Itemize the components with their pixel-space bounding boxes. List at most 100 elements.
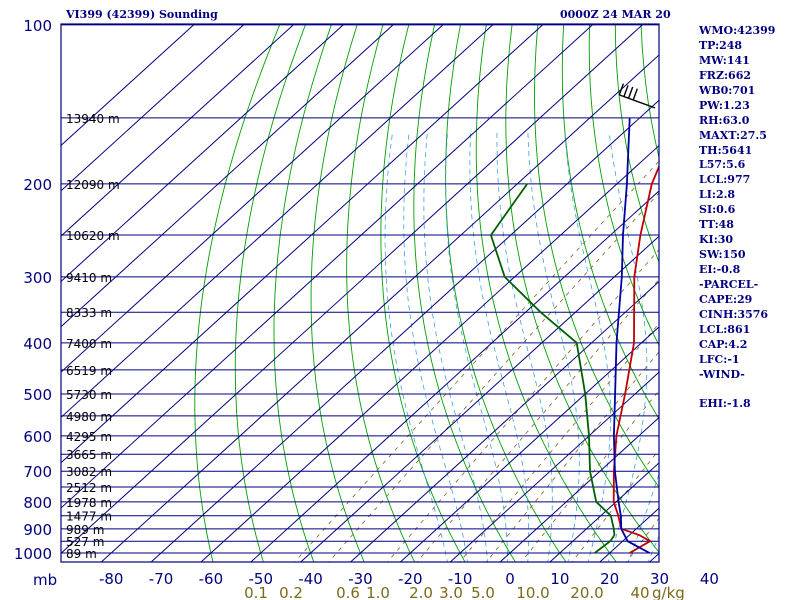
isotherm xyxy=(349,280,659,562)
temperature-tick-label: -60 xyxy=(199,570,224,588)
isotherm xyxy=(61,24,445,373)
wind-barb-flag xyxy=(618,83,625,96)
isotherm xyxy=(100,54,659,562)
mixing-ratio-unit: g/kg xyxy=(652,584,685,600)
height-label: 3665 m xyxy=(66,448,112,462)
temperature-tick-label: -20 xyxy=(398,570,423,588)
pressure-tick-label: 700 xyxy=(23,463,52,481)
index-item: -WIND- xyxy=(699,367,745,381)
pressure-unit-label: mb xyxy=(33,571,57,589)
pressure-tick-label: 1000 xyxy=(14,545,52,563)
mixing-ratio-label: 5.0 xyxy=(471,584,495,600)
moist-adiabat xyxy=(527,132,580,562)
index-item: EHI:-1.8 xyxy=(699,397,751,411)
pressure-tick-label: 900 xyxy=(23,521,52,539)
pressure-tick-label: 200 xyxy=(23,176,52,194)
index-item: TT:48 xyxy=(699,218,734,232)
isotherm xyxy=(250,190,659,562)
mixing-ratio-label: 20.0 xyxy=(570,584,603,600)
height-label: 3082 m xyxy=(66,465,112,479)
dry-adiabat xyxy=(234,24,307,562)
index-item: SW:150 xyxy=(699,248,746,262)
pressure-tick-label: 500 xyxy=(23,386,52,404)
temperature-tick-label: 10 xyxy=(550,570,569,588)
mixing-ratio-label: 0.1 xyxy=(244,584,268,600)
isotherm xyxy=(61,24,644,554)
isotherm xyxy=(399,326,659,562)
temperature-tick-label: -30 xyxy=(348,570,373,588)
height-label: 989 m xyxy=(66,523,104,537)
height-label: 527 m xyxy=(66,535,104,549)
wind-barb-staff xyxy=(619,94,656,109)
temperature-tick-label: -40 xyxy=(298,570,323,588)
height-label: 4980 m xyxy=(66,410,112,424)
pressure-tick-label: 100 xyxy=(23,17,52,35)
pressure-tick-label: 800 xyxy=(23,494,52,512)
wind-barb-flag xyxy=(627,86,634,99)
temperature-tick-label: 40 xyxy=(700,570,719,588)
isotherm xyxy=(61,24,246,192)
mixing-ratio-label: 40 xyxy=(630,584,649,600)
isotherm xyxy=(449,371,659,562)
parcel-line xyxy=(613,117,651,554)
mixing-ratio-line xyxy=(294,160,659,562)
height-label: 8333 m xyxy=(66,306,112,320)
mixing-ratio-label: 1.0 xyxy=(366,584,390,600)
height-label: 13940 m xyxy=(66,112,120,126)
height-label: 12090 m xyxy=(66,178,120,192)
isotherm xyxy=(499,416,659,562)
isotherm xyxy=(61,24,495,419)
station-title: VI399 (42399) Sounding xyxy=(66,8,218,21)
temperature-tick-label: -80 xyxy=(99,570,124,588)
index-item: LCL:861 xyxy=(699,322,751,336)
height-label: 9410 m xyxy=(66,271,112,285)
index-item: L57:5.6 xyxy=(699,158,746,172)
index-item: CAP:4.2 xyxy=(699,337,748,351)
mixing-ratio-label: 0.6 xyxy=(336,584,360,600)
index-item: LFC:-1 xyxy=(699,352,740,366)
height-label: 4295 m xyxy=(66,430,112,444)
index-item: CINH:3576 xyxy=(699,307,769,321)
temperature-tick-label: 20 xyxy=(600,570,619,588)
index-item: MAXT:27.5 xyxy=(699,128,767,142)
wind-barb-flag xyxy=(632,88,638,101)
plot-frame xyxy=(60,23,660,563)
moist-adiabat xyxy=(564,132,611,562)
dewpoint-line xyxy=(489,183,616,554)
index-item: EI:-0.8 xyxy=(699,263,741,276)
temperature-tick-label: 30 xyxy=(650,570,669,588)
index-item xyxy=(699,382,775,397)
index-item: SI:0.6 xyxy=(699,203,736,217)
index-item: TH:5641 xyxy=(699,143,753,157)
mixing-ratio-label: 10.0 xyxy=(516,584,549,600)
dry-adiabat xyxy=(413,24,516,562)
isotherm xyxy=(61,24,395,328)
isotherm xyxy=(549,462,659,562)
isotherm xyxy=(299,235,659,562)
temperature-line xyxy=(612,164,659,554)
moist-adiabat xyxy=(445,132,509,562)
temperature-tick-label: 0 xyxy=(505,570,515,588)
index-item: WMO:42399 xyxy=(699,24,776,37)
index-item: -PARCEL- xyxy=(699,277,759,291)
height-label: 1477 m xyxy=(66,510,112,524)
index-item: LI:2.8 xyxy=(699,188,736,202)
isotherm xyxy=(150,99,659,562)
moist-adiabat xyxy=(423,132,489,562)
index-item: LCL:977 xyxy=(699,173,751,187)
wind-barb-flag xyxy=(623,85,629,97)
pressure-tick-label: 400 xyxy=(23,335,52,353)
isotherm xyxy=(61,24,595,509)
isotherm xyxy=(61,24,196,147)
index-item: RH:63.0 xyxy=(699,113,750,127)
height-label: 2512 m xyxy=(66,481,112,495)
index-item: PW:1.23 xyxy=(699,98,750,112)
mixing-ratio-label: 2.0 xyxy=(409,584,433,600)
dry-adiabat xyxy=(310,24,365,562)
mixing-ratio-label: 3.0 xyxy=(439,584,463,600)
temperature-tick-label: -70 xyxy=(149,570,174,588)
dry-adiabat xyxy=(791,1,800,565)
index-item: TP:248 xyxy=(699,38,743,52)
mixing-ratio-label: 0.2 xyxy=(279,584,303,600)
